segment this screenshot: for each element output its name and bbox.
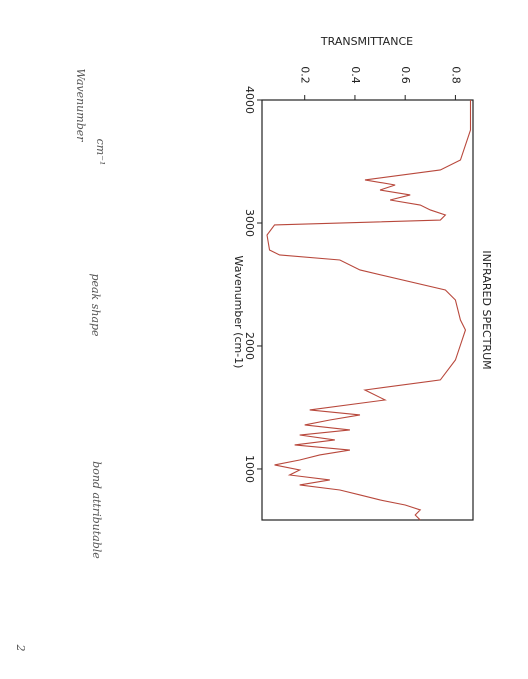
x-tick-label: 2000 — [243, 332, 256, 360]
y-axis-title: TRANSMITTANCE — [320, 35, 413, 48]
x-tick-label: 4000 — [243, 86, 256, 114]
page-number: 2 — [14, 644, 27, 652]
y-tick-label: 0.2 — [299, 66, 312, 84]
handwritten-note: peak shape — [89, 273, 102, 337]
y-tick-label: 0.4 — [349, 66, 362, 84]
handwritten-note: bond attributable — [90, 461, 103, 559]
handwritten-note: Wavenumber — [74, 68, 87, 142]
x-tick-label: 3000 — [243, 209, 256, 237]
chart-title: INFRARED SPECTRUM — [480, 250, 493, 369]
plot-frame — [261, 99, 474, 521]
y-tick-label: 0.6 — [399, 66, 412, 84]
handwritten-note: cm⁻¹ — [94, 139, 107, 166]
spectrum-line — [266, 100, 472, 521]
x-tick-label: 1000 — [243, 455, 256, 483]
y-tick-label: 0.8 — [449, 66, 462, 84]
x-axis-title: Wavenumber (cm-1) — [232, 256, 245, 369]
